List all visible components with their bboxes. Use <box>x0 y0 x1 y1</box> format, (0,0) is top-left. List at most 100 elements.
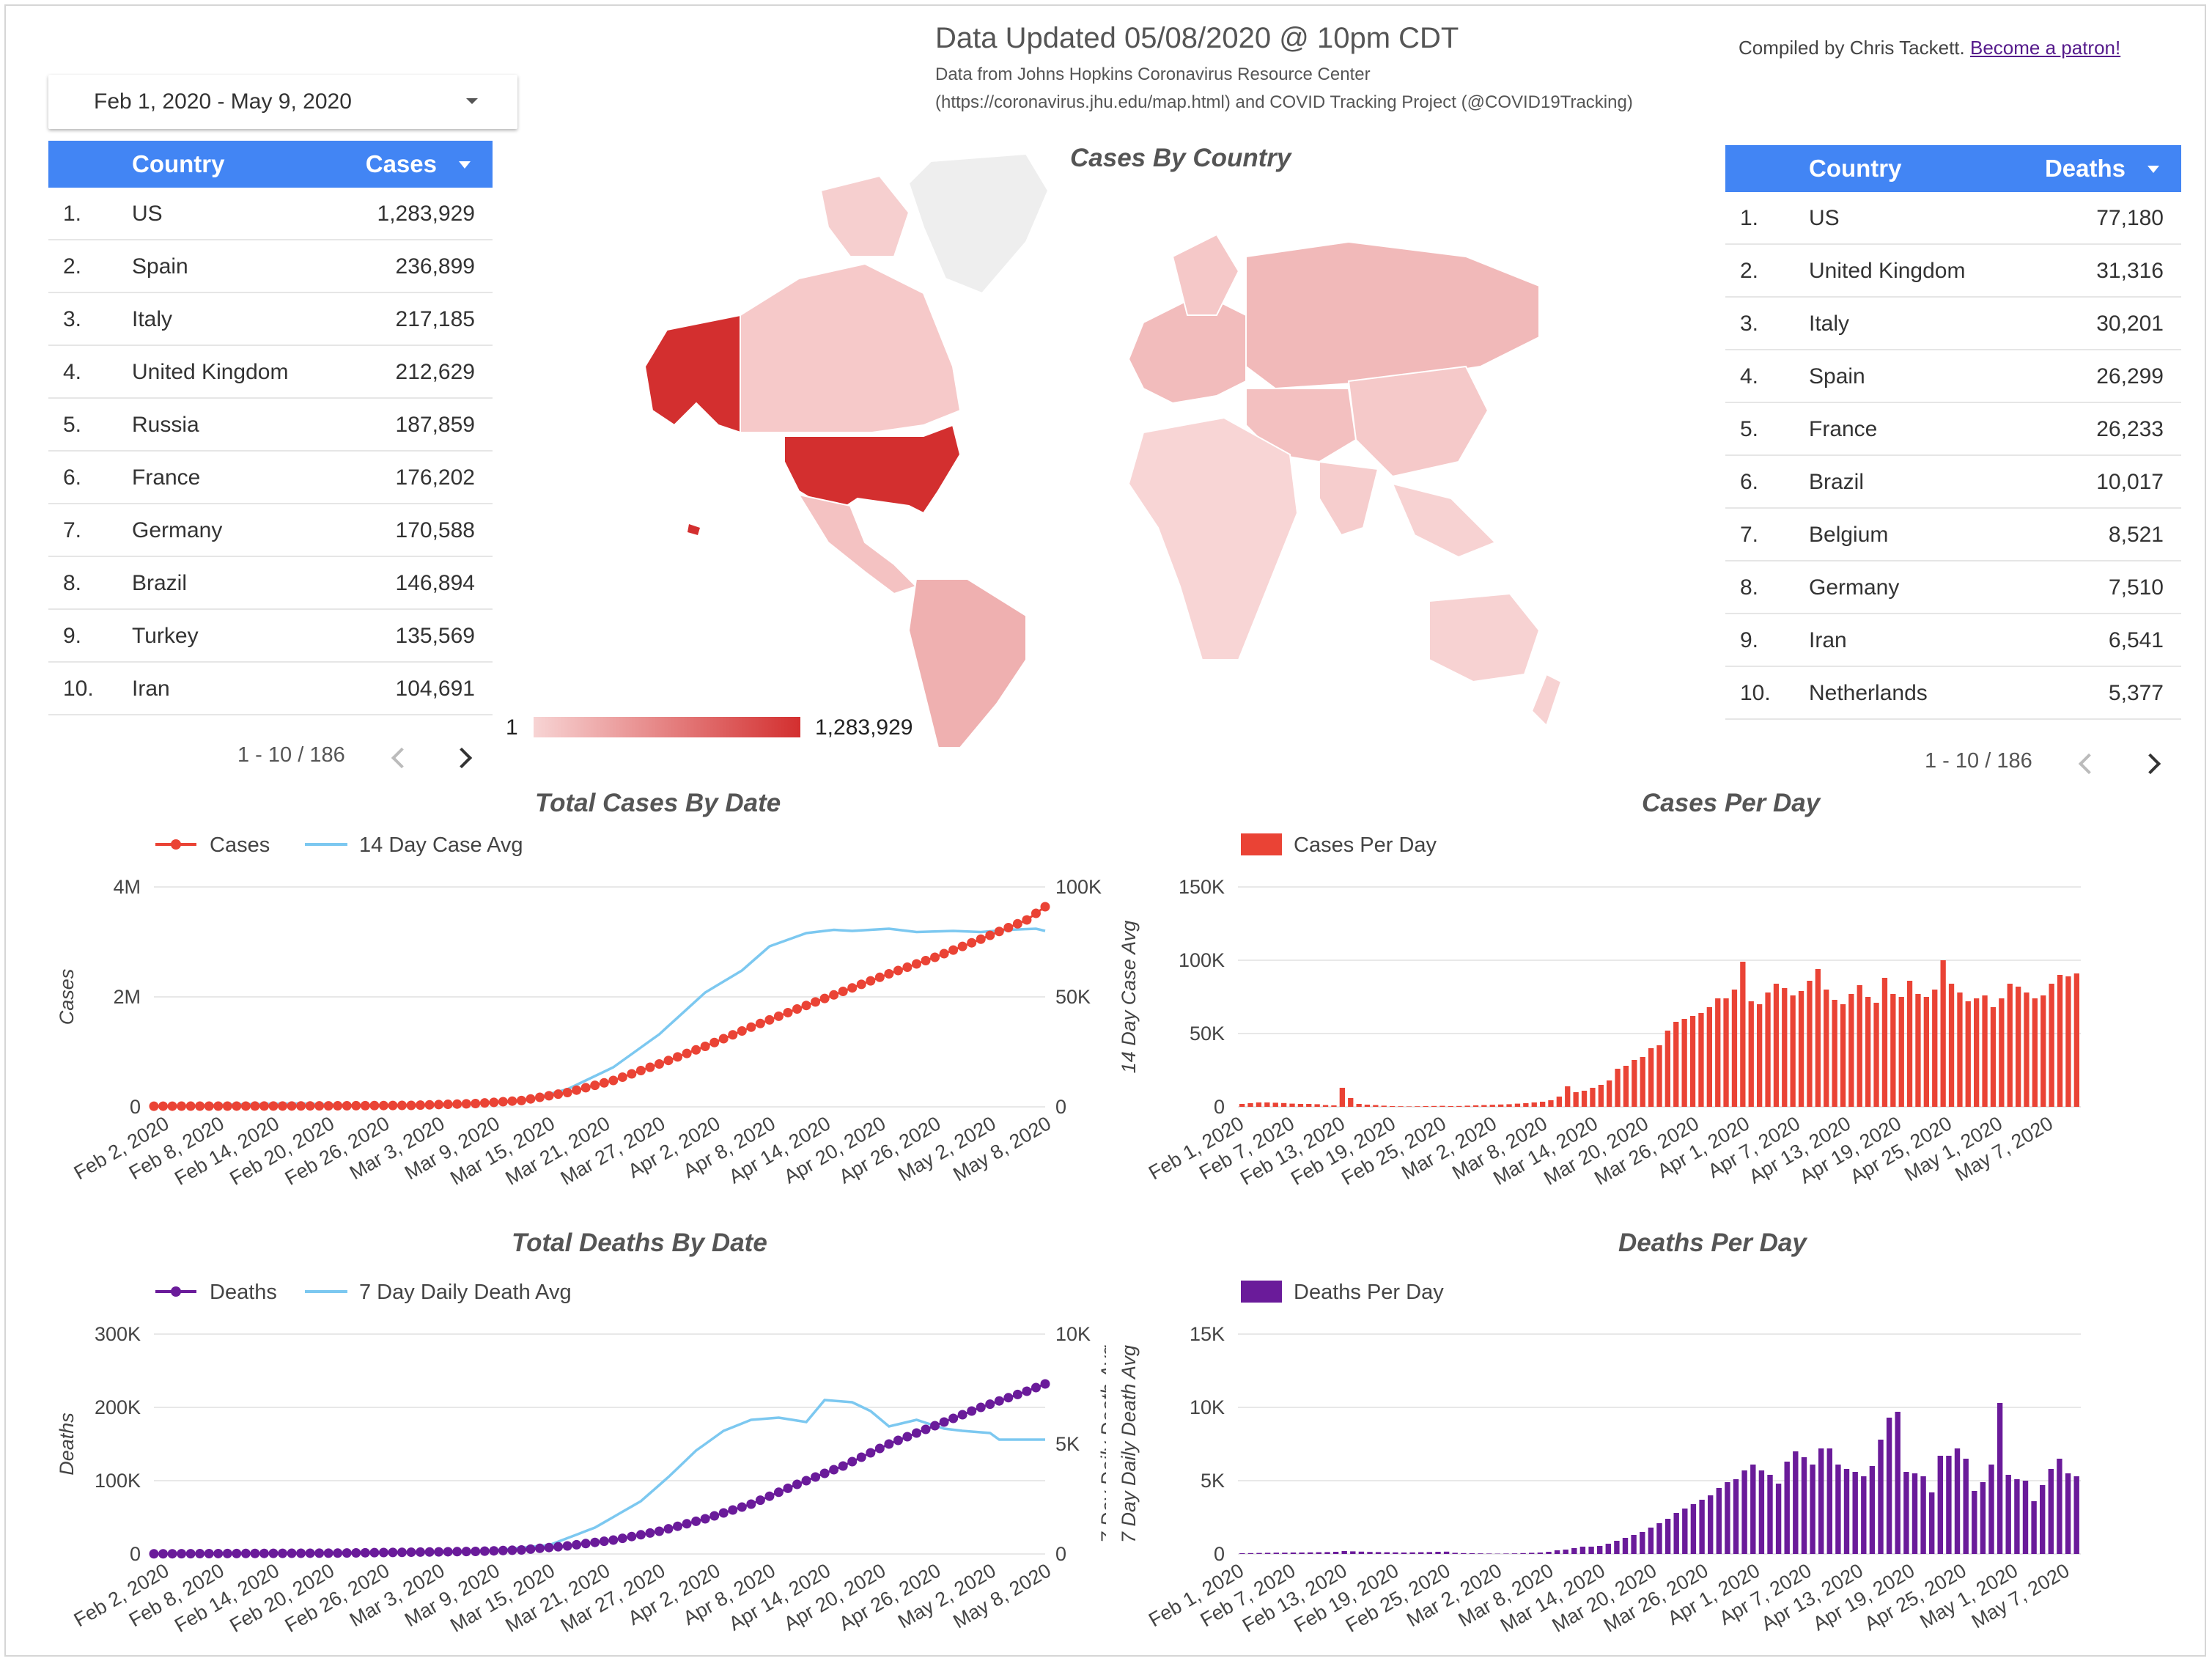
series-point <box>553 1089 564 1100</box>
map-region-africa[interactable] <box>1127 416 1299 660</box>
table-row[interactable]: 8. Germany 7,510 <box>1725 561 2181 614</box>
map-region-australia[interactable] <box>1428 592 1541 683</box>
table-row[interactable]: 1. US 77,180 <box>1725 192 2181 245</box>
map-region-east-asia[interactable] <box>1347 365 1489 478</box>
bar <box>2065 1473 2071 1554</box>
map-region-hawaii[interactable] <box>687 524 700 535</box>
series-point <box>921 1424 931 1434</box>
bar <box>1289 1103 1295 1107</box>
row-value: 236,899 <box>395 254 475 279</box>
map-region-usa[interactable] <box>784 424 962 515</box>
bar <box>1963 1459 1969 1554</box>
legend-marker-primary <box>171 1286 181 1297</box>
patron-link[interactable]: Become a patron! <box>1969 37 2121 59</box>
series-point <box>746 1499 756 1509</box>
bar <box>1848 994 1854 1107</box>
series-point <box>874 1443 885 1454</box>
series-point <box>342 1101 352 1111</box>
row-value: 187,859 <box>395 413 475 437</box>
map-region-new-zealand[interactable] <box>1530 673 1563 727</box>
bar <box>1423 1106 1428 1107</box>
bar <box>1435 1552 1441 1554</box>
bar <box>1273 1553 1279 1554</box>
row-value: 77,180 <box>2096 206 2164 230</box>
table-row[interactable]: 3. Italy 30,201 <box>1725 298 2181 350</box>
bar <box>1597 1546 1603 1554</box>
table-row[interactable]: 8. Brazil 146,894 <box>48 557 493 610</box>
bar <box>1418 1552 1424 1554</box>
bar <box>1664 1519 1671 1554</box>
row-country: Germany <box>132 518 223 542</box>
table-row[interactable]: 10. Netherlands 5,377 <box>1725 667 2181 720</box>
y-tick-label: 0 <box>1214 1543 1225 1565</box>
series-point <box>471 1099 481 1108</box>
world-map[interactable] <box>616 147 1612 762</box>
map-region-south-america[interactable] <box>907 578 1027 748</box>
table-row[interactable]: 3. Italy 217,185 <box>48 293 493 346</box>
series-point <box>737 1502 747 1512</box>
table-row[interactable]: 1. US 1,283,929 <box>48 188 493 240</box>
series-point <box>819 993 830 1003</box>
bar <box>1640 1532 1645 1554</box>
date-range-picker[interactable]: Feb 1, 2020 - May 9, 2020 <box>48 75 517 129</box>
series-point <box>902 962 913 972</box>
bar <box>1873 1003 1879 1107</box>
table-row[interactable]: 2. United Kingdom 31,316 <box>1725 245 2181 298</box>
deaths-column-header[interactable]: Deaths <box>2044 155 2126 182</box>
y-tick-label: 4M <box>113 876 141 898</box>
map-region-greenland[interactable] <box>907 152 1050 295</box>
table-row[interactable]: 4. Spain 26,299 <box>1725 350 2181 403</box>
country-column-header[interactable]: Country <box>132 150 225 177</box>
series-point <box>305 1548 315 1558</box>
table-row[interactable]: 2. Spain 236,899 <box>48 240 493 293</box>
map-region-arctic-islands[interactable] <box>819 174 910 257</box>
bar <box>1999 998 2005 1107</box>
bar <box>1290 1553 1297 1554</box>
map-region-scandinavia[interactable] <box>1171 233 1240 316</box>
map-region-mexico[interactable] <box>797 493 918 595</box>
table-row[interactable]: 9. Iran 6,541 <box>1725 614 2181 667</box>
map-region-alaska[interactable] <box>644 314 741 434</box>
bar <box>1523 1103 1529 1107</box>
series-point <box>617 1072 627 1082</box>
sort-desc-icon[interactable] <box>459 161 471 169</box>
bar <box>1997 1403 2003 1554</box>
table-row[interactable]: 7. Belgium 8,521 <box>1725 509 2181 561</box>
table-row[interactable]: 9. Turkey 135,569 <box>48 610 493 663</box>
bar <box>2031 1501 2037 1554</box>
legend-label: Deaths Per Day <box>1294 1281 1444 1304</box>
series-point <box>388 1547 398 1558</box>
dropdown-caret-icon <box>466 98 478 104</box>
country-column-header[interactable]: Country <box>1809 155 1902 182</box>
bar <box>1350 1551 1356 1554</box>
series-point <box>553 1542 564 1552</box>
bar <box>1886 1418 1892 1554</box>
series-point <box>240 1101 251 1111</box>
table-row[interactable]: 6. France 176,202 <box>48 452 493 504</box>
table-row[interactable]: 6. Brazil 10,017 <box>1725 456 2181 509</box>
table-row[interactable]: 5. France 26,233 <box>1725 403 2181 456</box>
series-point <box>627 1531 637 1542</box>
cases-column-header[interactable]: Cases <box>365 150 437 177</box>
y-tick-label: 0 <box>130 1543 141 1565</box>
table-row[interactable]: 5. Russia 187,859 <box>48 399 493 452</box>
row-country: US <box>132 202 163 226</box>
map-region-russia[interactable] <box>1245 240 1540 390</box>
series-point <box>617 1533 627 1544</box>
bar <box>1974 998 1980 1107</box>
series-point <box>351 1547 361 1558</box>
table-row[interactable]: 7. Germany 170,588 <box>48 504 493 557</box>
color-scale-bar <box>534 717 800 737</box>
table-row[interactable]: 10. Iran 104,691 <box>48 663 493 715</box>
y-tick-label: 200K <box>95 1396 141 1418</box>
sort-desc-icon[interactable] <box>2148 166 2159 173</box>
series-point <box>728 1505 738 1515</box>
map-region-southeast-asia[interactable] <box>1391 482 1497 559</box>
table-row[interactable]: 4. United Kingdom 212,629 <box>48 346 493 399</box>
series-point <box>930 1421 940 1431</box>
row-value: 176,202 <box>395 465 475 490</box>
map-region-south-asia[interactable] <box>1319 460 1379 537</box>
map-region-canada[interactable] <box>740 262 962 433</box>
y-tick-label: 0 <box>130 1096 141 1118</box>
series-point <box>866 976 876 986</box>
